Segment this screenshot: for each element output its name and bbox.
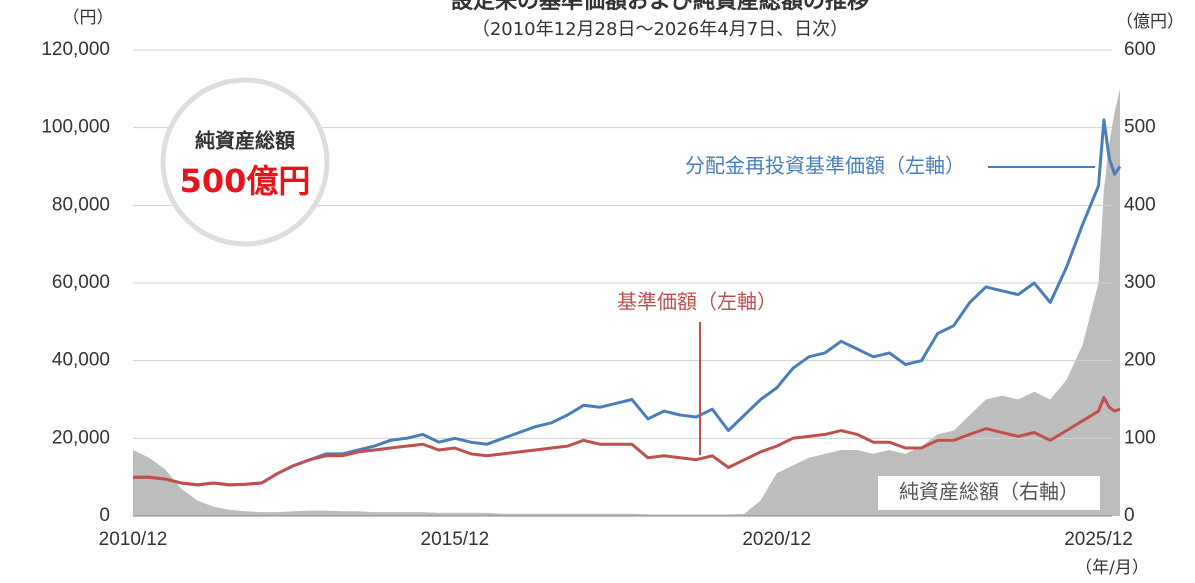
y-tick-label: 120,000 <box>41 39 110 60</box>
y2-tick-label: 200 <box>1124 350 1156 371</box>
label-box <box>878 476 1100 510</box>
y-tick-label: 0 <box>99 505 110 526</box>
line <box>133 396 1121 487</box>
badge-circle <box>160 77 330 247</box>
x-tick-label: 2015/12 <box>421 529 490 550</box>
series-label: 基準価額（左軸） <box>617 290 777 314</box>
series-label: 純資産総額（右軸） <box>899 480 1079 504</box>
badge-value: 500億円 <box>180 162 311 200</box>
y2-tick-label: 0 <box>1124 505 1135 526</box>
y-tick-label: 80,000 <box>52 194 110 215</box>
chart-title: 設定来の基準価額および純資産総額の推移 <box>451 0 869 14</box>
x-tick-label: 2020/12 <box>742 529 811 550</box>
series-label: 分配金再投資基準価額（左軸） <box>685 154 965 178</box>
x-tick-label: 2010/12 <box>99 529 168 550</box>
y-tick-label: 20,000 <box>52 427 110 448</box>
y-tick-label: 100,000 <box>41 117 110 138</box>
plot-area: 0 20,000 40,000 60,000 80,000 100,000 120,000 0… <box>41 39 1155 550</box>
badge-label: 純資産総額 <box>195 129 295 153</box>
x-axis-unit: （年/月） <box>1075 558 1149 578</box>
x-tick-label: 2025/12 <box>1064 529 1133 550</box>
y2-tick-label: 300 <box>1124 272 1156 293</box>
y2-tick-label: 500 <box>1124 117 1156 138</box>
area <box>133 88 1120 517</box>
y-tick-label: 60,000 <box>52 272 110 293</box>
y2-axis-unit: （億円） <box>1116 12 1184 32</box>
y2-tick-label: 400 <box>1124 194 1156 215</box>
y2-tick-label: 600 <box>1124 39 1156 60</box>
y-axis-unit: （円） <box>63 8 114 28</box>
y2-tick-label: 100 <box>1124 427 1156 448</box>
chart-subtitle: （2010年12月28日～2026年4月7日、日次） <box>472 19 848 40</box>
y-tick-label: 40,000 <box>52 350 110 371</box>
